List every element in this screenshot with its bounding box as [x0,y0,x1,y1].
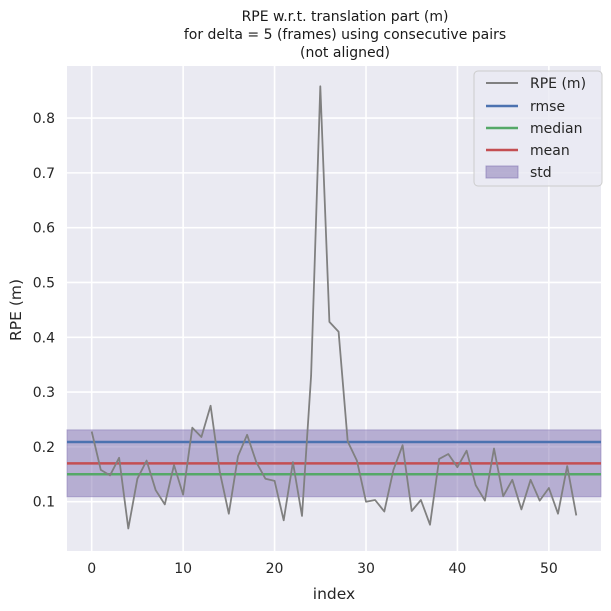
x-tick-label: 40 [449,561,467,577]
y-tick-label: 0.2 [33,440,55,456]
tick-labels: 0 10 20 30 40 50 0.1 0.2 0.3 0.4 0.5 0.6 0.7 0.8 [33,111,558,577]
chart-title-line-3: (not aligned) [300,45,390,61]
x-axis-label: index [313,585,355,603]
x-tick-label: 50 [540,561,558,577]
legend-label-mean: mean [530,143,570,159]
legend-label-std: std [530,165,552,181]
y-tick-label: 0.4 [33,330,55,346]
chart-title-line-2: for delta = 5 (frames) using consecutive… [184,27,506,43]
chart-title-line-1: RPE w.r.t. translation part (m) [242,9,449,25]
x-tick-label: 0 [87,561,96,577]
series-layer [90,85,578,530]
legend-label-rpe: RPE (m) [530,76,586,92]
stat-lines-layer [67,440,601,476]
legend-swatch-std [485,165,519,179]
y-tick-label: 0.3 [33,385,55,401]
x-tick-label: 20 [266,561,284,577]
rpe-series-line [90,85,578,530]
y-tick-label: 0.1 [33,495,55,511]
legend-label-rmse: rmse [530,99,565,115]
x-tick-label: 30 [357,561,375,577]
legend: RPE (m) rmse median mean std [473,70,603,187]
y-tick-label: 0.5 [33,275,55,291]
y-axis-label: RPE (m) [7,279,25,341]
y-tick-label: 0.6 [33,221,55,237]
legend-box [473,70,603,187]
legend-label-median: median [530,121,582,137]
x-tick-label: 10 [174,561,192,577]
y-tick-label: 0.8 [33,111,55,127]
y-tick-label: 0.7 [33,166,55,182]
